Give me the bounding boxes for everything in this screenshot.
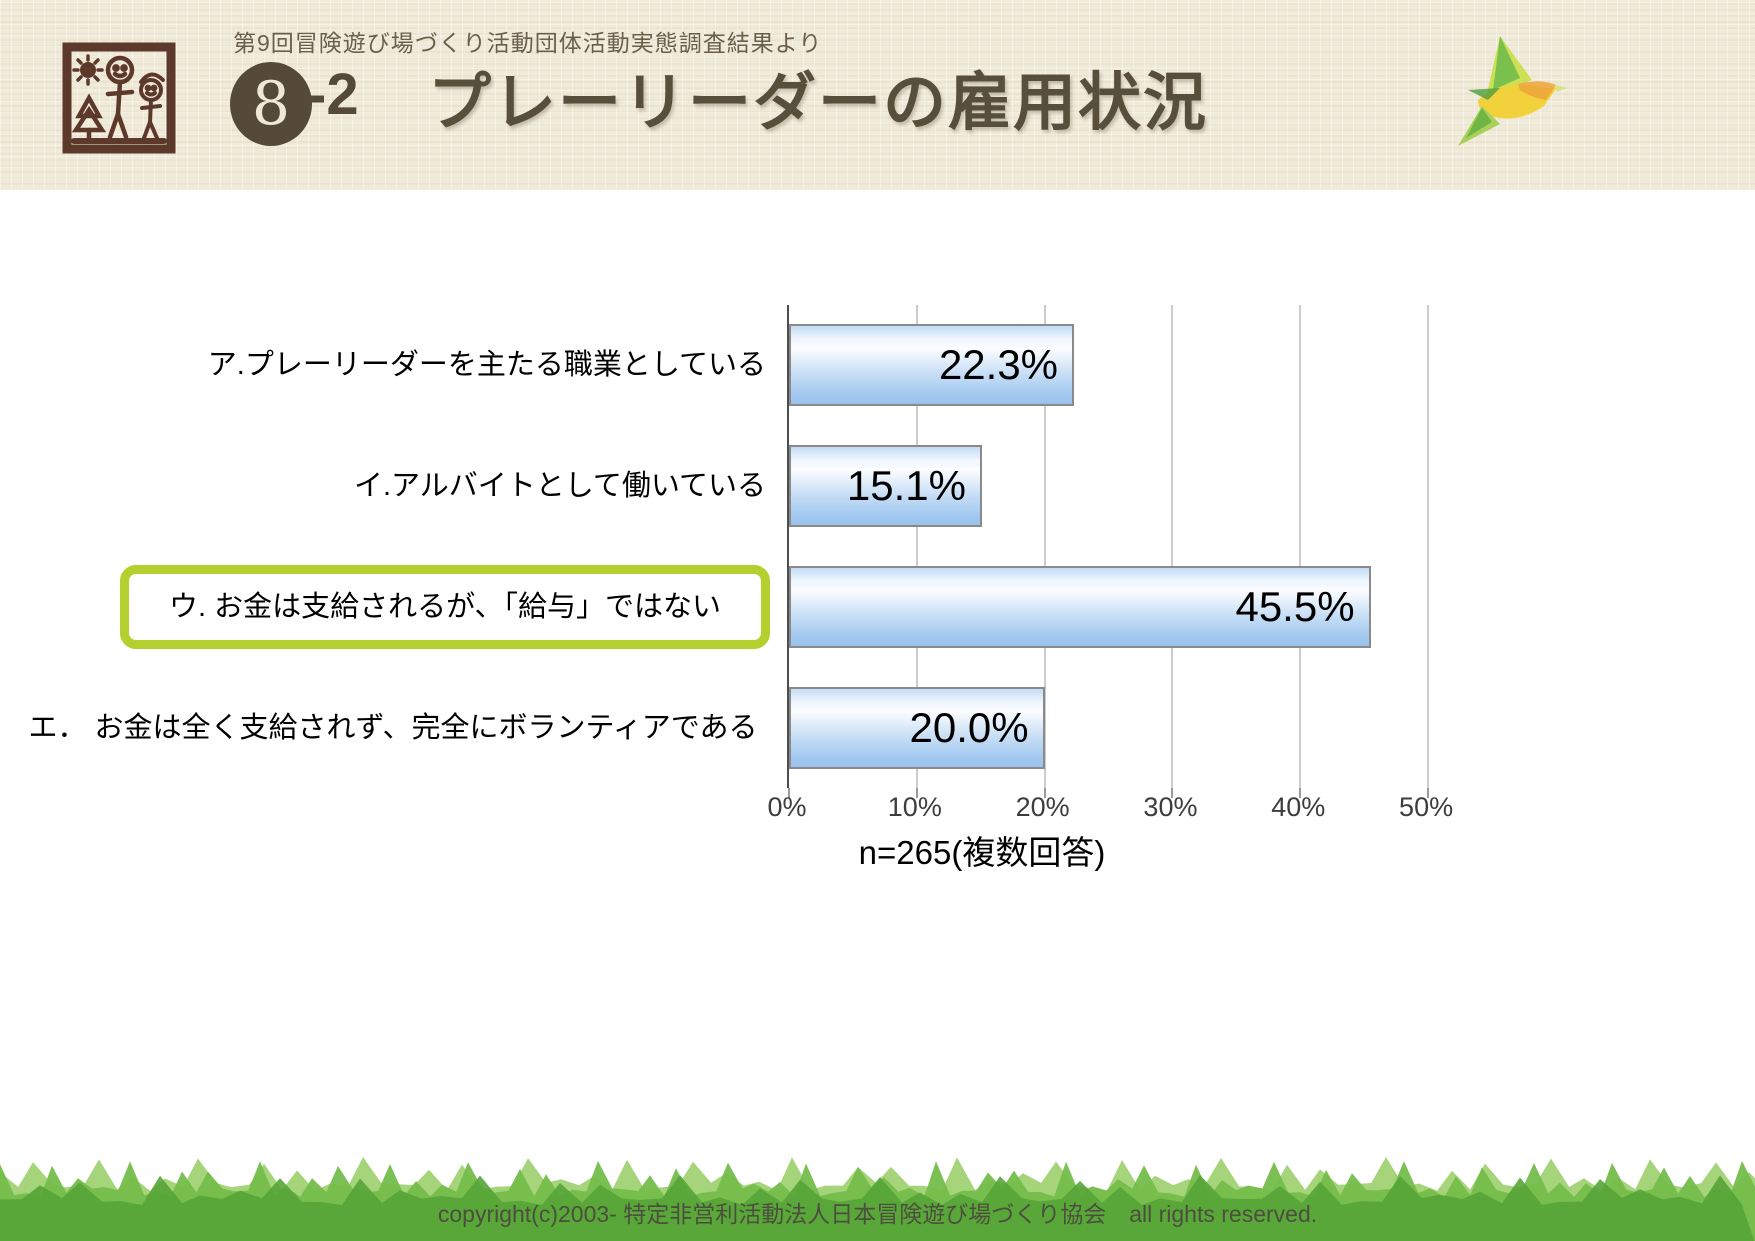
tick-mark: [1427, 788, 1430, 798]
gridline: [1043, 305, 1046, 788]
highlight-box: [120, 564, 770, 649]
tick-mark: [1171, 788, 1174, 798]
category-labels: ア.プレーリーダーを主たる職業としているイ.アルバイトとして働いているウ. お金…: [20, 305, 770, 788]
x-tick-label: 40%: [1271, 792, 1326, 822]
tick-mark: [1299, 788, 1302, 798]
tick-mark: [788, 788, 790, 798]
bar-value-label: 15.1%: [846, 462, 966, 510]
page-title: プレーリーダーの雇用状況: [428, 68, 1208, 138]
bar-segment: 15.1%: [789, 445, 982, 528]
bar-segment: 22.3%: [789, 324, 1075, 407]
category-label: イ.アルバイトとして働いている: [353, 470, 766, 503]
gridline: [1427, 305, 1430, 788]
gridline: [1299, 305, 1302, 788]
sample-size-note: n=265(複数回答): [858, 834, 1106, 871]
section-suffix: -2: [307, 62, 359, 127]
chart-plot-area: 22.3% 15.1% 45.5% 20.0%: [787, 305, 1492, 798]
gridline: [1171, 305, 1174, 788]
section-number-badge: 8: [230, 62, 312, 146]
association-logo-icon: [62, 42, 176, 154]
header-band: 第9回冒険遊び場づくり活動団体活動実態調査結果より 8 -2 プレーリーダーの雇…: [0, 0, 1755, 190]
grass-illustration-icon: [0, 1157, 1755, 1241]
x-axis-ticks: 0% 10% 20% 30% 40% 50%: [767, 792, 1490, 826]
category-label: エ． お金は全く支給されず、完全にボランティアである: [28, 711, 758, 744]
category-label: ア.プレーリーダーを主たる職業としている: [207, 349, 766, 382]
gridline: [915, 305, 918, 788]
copyright-text: copyright(c)2003- 特定非営利活動法人日本冒険遊び場づくり協会 …: [437, 1201, 1318, 1227]
x-tick-label: 0%: [767, 792, 807, 822]
bar-value-label: 45.5%: [1235, 582, 1355, 630]
tick-mark: [1043, 788, 1046, 798]
x-tick-label: 10%: [887, 792, 942, 822]
section-number: 8: [251, 69, 291, 139]
x-tick-label: 30%: [1143, 792, 1198, 822]
bar-segment: 20.0%: [789, 686, 1045, 769]
survey-source: 第9回冒険遊び場づくり活動団体活動実態調査結果より: [233, 30, 823, 56]
bar-value-label: 20.0%: [909, 703, 1029, 751]
x-tick-label: 20%: [1015, 792, 1070, 822]
category-label: ウ. お金は支給されるが、「給与」ではない: [168, 590, 722, 623]
bird-illustration-icon: [1458, 36, 1568, 146]
tick-mark: [915, 788, 918, 798]
bar-segment: 45.5%: [789, 565, 1371, 648]
x-tick-label: 50%: [1399, 792, 1454, 822]
bar-value-label: 22.3%: [938, 341, 1059, 389]
grass-layer: [0, 1175, 1755, 1241]
footer: copyright(c)2003- 特定非営利活動法人日本冒険遊び場づくり協会 …: [0, 1145, 1755, 1241]
